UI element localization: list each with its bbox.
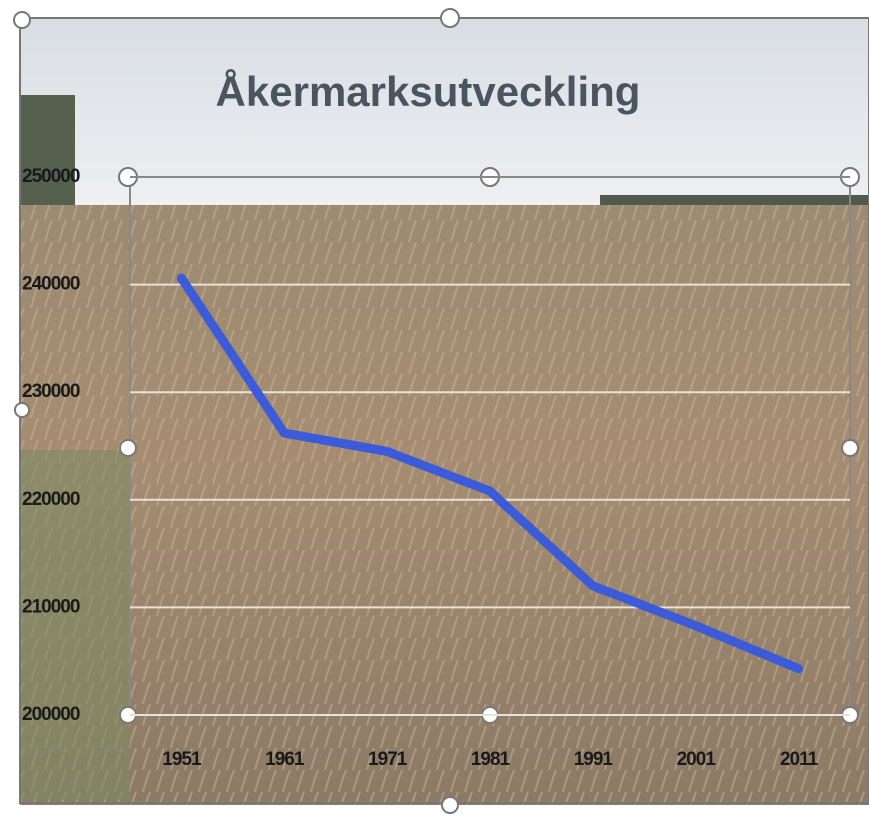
y-tick-label: 210000 bbox=[22, 596, 80, 617]
x-tick-label: 2011 bbox=[780, 749, 819, 770]
x-tick-label: 1951 bbox=[162, 749, 202, 770]
x-tick-label: 1971 bbox=[368, 749, 408, 770]
x-tick-label: 1961 bbox=[265, 749, 305, 770]
chart-title: Åkermarksutveckling bbox=[216, 68, 641, 115]
y-tick-label: 230000 bbox=[22, 381, 80, 402]
y-tick-label: 240000 bbox=[22, 274, 80, 295]
y-tick-label: 250000 bbox=[22, 166, 80, 187]
y-tick-label: 200000 bbox=[22, 704, 80, 725]
x-tick-label: 1991 bbox=[574, 749, 614, 770]
x-tick-label: 2001 bbox=[677, 749, 717, 770]
background-trees bbox=[20, 95, 75, 205]
chart: Åkermarksutveckling 200000 210000 220000 23… bbox=[0, 0, 869, 819]
y-tick-label: 220000 bbox=[22, 489, 80, 510]
x-tick-label: 1981 bbox=[471, 749, 511, 770]
